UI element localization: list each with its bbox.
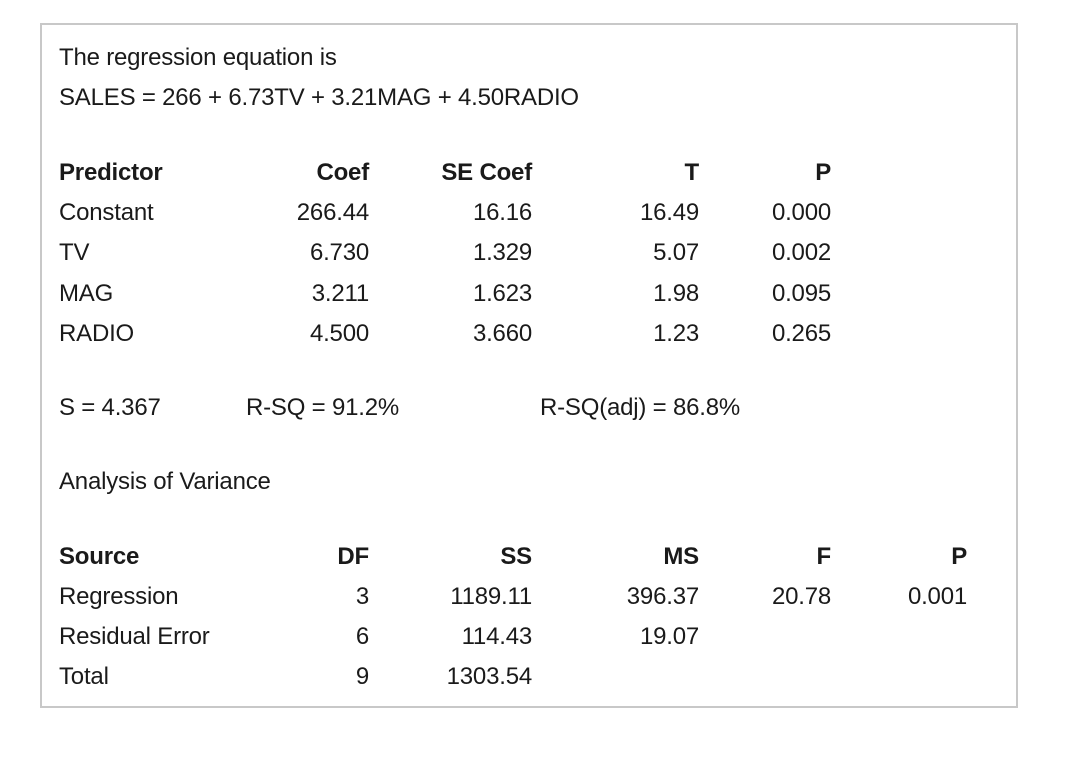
coef-row-tv-se-coef: 1.329	[472, 239, 532, 266]
coef-row-tv-p: 0.002	[771, 239, 831, 266]
coef-row-constant-t: 16.49	[639, 199, 699, 226]
coef-row-mag-se-coef: 1.623	[472, 280, 532, 307]
coef-row-mag-t: 1.98	[653, 280, 699, 307]
regression-equation: SALES = 266 + 6.73TV + 3.21MAG + 4.50RAD…	[59, 84, 579, 111]
anova-row-residual-df: 6	[355, 623, 369, 650]
anova-row-total-df: 9	[355, 663, 369, 690]
stat-r-sq-adj: R-SQ(adj) = 86.8%	[540, 394, 741, 421]
anova-row-regression-source: Regression	[59, 583, 179, 610]
coef-header-p: P	[815, 159, 831, 186]
regression-output-panel	[40, 23, 1018, 708]
anova-row-regression-ms: 396.37	[626, 583, 699, 610]
coef-row-tv-coef: 6.730	[309, 239, 369, 266]
coef-header-t: T	[684, 159, 700, 186]
coef-row-radio-t: 1.23	[653, 320, 699, 347]
anova-row-regression-f: 20.78	[771, 583, 831, 610]
coef-header-coef: Coef	[316, 159, 369, 186]
coef-header-se-coef: SE Coef	[441, 159, 532, 186]
anova-row-regression-ss: 1189.11	[450, 583, 532, 610]
anova-row-regression-df: 3	[355, 583, 369, 610]
coef-row-mag-predictor: MAG	[59, 280, 114, 307]
coef-row-constant-p: 0.000	[771, 199, 831, 226]
coef-row-constant-predictor: Constant	[59, 199, 154, 226]
anova-row-residual-ss: 114.43	[461, 623, 533, 650]
anova-header-ms: MS	[663, 543, 699, 570]
anova-header-f: F	[816, 543, 832, 570]
anova-row-regression-p: 0.001	[907, 583, 967, 610]
coef-row-mag-p: 0.095	[771, 280, 831, 307]
anova-heading: Analysis of Variance	[59, 468, 271, 495]
coef-row-tv-predictor: TV	[59, 239, 90, 266]
stat-r-sq: R-SQ = 91.2%	[246, 394, 400, 421]
coef-row-constant-se-coef: 16.16	[472, 199, 532, 226]
anova-header-source: Source	[59, 543, 140, 570]
coef-row-mag-coef: 3.211	[311, 280, 369, 307]
anova-header-p: P	[951, 543, 967, 570]
equation-heading: The regression equation is	[59, 44, 337, 71]
anova-row-residual-ms: 19.07	[639, 623, 699, 650]
coef-header-predictor: Predictor	[59, 159, 163, 186]
coef-row-radio-predictor: RADIO	[59, 320, 135, 347]
coef-row-radio-p: 0.265	[771, 320, 831, 347]
stat-s: S = 4.367	[59, 394, 161, 421]
anova-row-total-ss: 1303.54	[446, 663, 533, 690]
anova-header-df: DF	[337, 543, 369, 570]
coef-row-radio-coef: 4.500	[309, 320, 369, 347]
coef-row-tv-t: 5.07	[653, 239, 699, 266]
anova-row-residual-source: Residual Error	[59, 623, 210, 650]
coef-row-constant-coef: 266.44	[296, 199, 369, 226]
anova-header-ss: SS	[500, 543, 532, 570]
coef-row-radio-se-coef: 3.660	[472, 320, 532, 347]
anova-row-total-source: Total	[59, 663, 109, 690]
